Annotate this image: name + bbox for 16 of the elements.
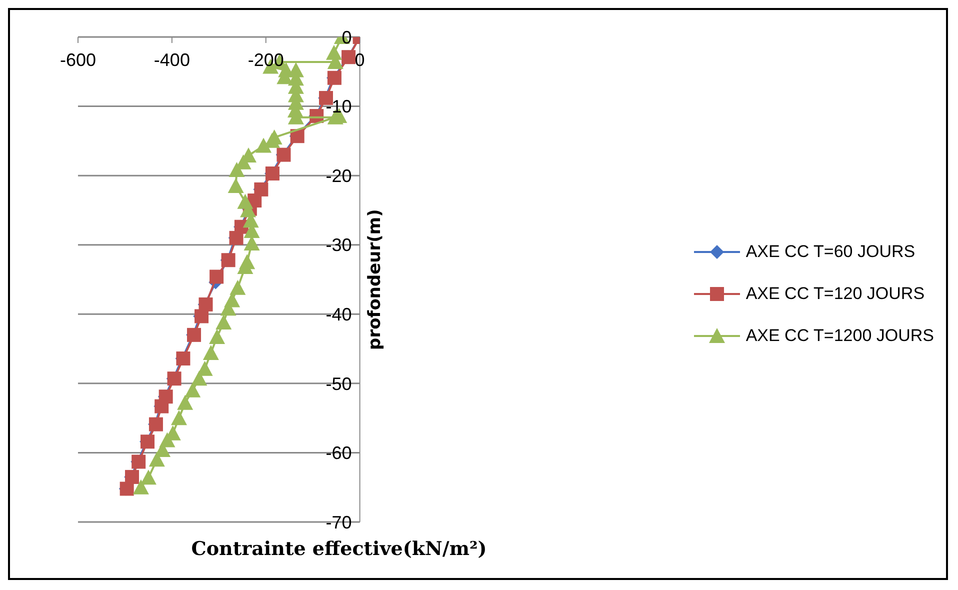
y-tick-label: -30 xyxy=(326,235,352,256)
y-tick-label: -40 xyxy=(326,304,352,325)
y-axis-title: profondeur(m) xyxy=(364,209,385,350)
legend-label: AXE CC T=60 JOURS xyxy=(746,242,916,262)
x-tick-label: -600 xyxy=(60,50,96,70)
y-tick-label: -10 xyxy=(326,96,352,117)
y-tick-label: -70 xyxy=(326,512,352,532)
y-tick-label: -60 xyxy=(326,443,352,464)
x-tick-label: -400 xyxy=(154,50,190,70)
legend-label: AXE CC T=1200 JOURS xyxy=(746,326,934,346)
legend-label: AXE CC T=120 JOURS xyxy=(746,284,925,304)
x-axis-title: Contrainte effective(kN/m²) xyxy=(190,538,488,560)
y-tick-label: 0 xyxy=(342,27,352,48)
y-tick-label: -50 xyxy=(326,374,352,394)
y-tick-label: -20 xyxy=(326,166,352,186)
x-tick-label: 0 xyxy=(354,50,365,70)
